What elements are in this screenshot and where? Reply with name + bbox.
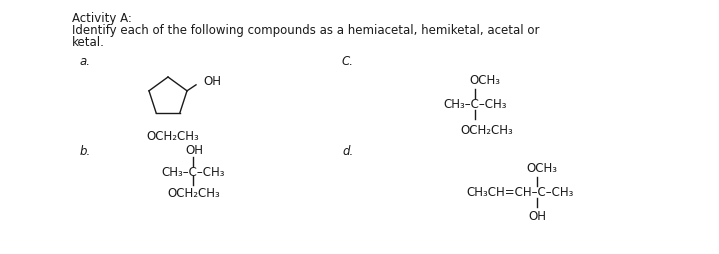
Text: OH: OH bbox=[203, 75, 221, 88]
Text: OCH₂CH₃: OCH₂CH₃ bbox=[461, 123, 513, 136]
Text: CH₃–C–CH₃: CH₃–C–CH₃ bbox=[161, 165, 225, 178]
Text: a.: a. bbox=[80, 55, 91, 68]
Text: OCH₂CH₃: OCH₂CH₃ bbox=[147, 130, 199, 142]
Text: d.: d. bbox=[342, 145, 353, 157]
Text: OCH₃: OCH₃ bbox=[526, 162, 557, 175]
Text: CH₃CH=CH–C–CH₃: CH₃CH=CH–C–CH₃ bbox=[467, 186, 574, 199]
Text: Activity A:: Activity A: bbox=[72, 12, 132, 25]
Text: Identify each of the following compounds as a hemiacetal, hemiketal, acetal or: Identify each of the following compounds… bbox=[72, 24, 539, 37]
Text: b.: b. bbox=[80, 145, 91, 157]
Text: ketal.: ketal. bbox=[72, 36, 105, 49]
Text: C.: C. bbox=[342, 55, 354, 68]
Text: OH: OH bbox=[185, 144, 203, 157]
Text: OCH₂CH₃: OCH₂CH₃ bbox=[168, 187, 221, 200]
Text: OCH₃: OCH₃ bbox=[470, 74, 500, 87]
Text: OH: OH bbox=[528, 210, 546, 223]
Text: CH₃–C–CH₃: CH₃–C–CH₃ bbox=[443, 98, 507, 111]
